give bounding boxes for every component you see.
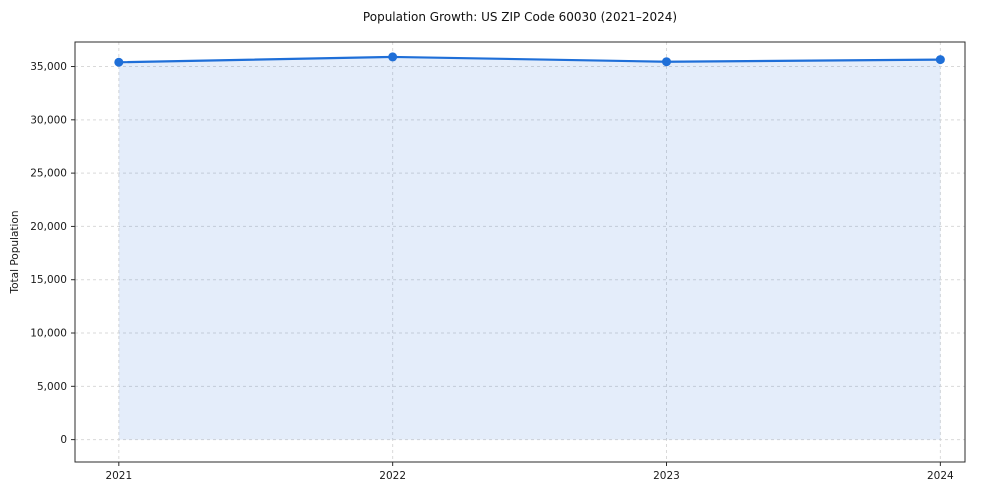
- data-point-marker: [114, 57, 124, 67]
- x-tick-label: 2022: [379, 470, 406, 482]
- y-tick-label: 5,000: [37, 381, 67, 393]
- x-tick-label: 2021: [105, 470, 132, 482]
- y-tick-label: 30,000: [30, 114, 67, 126]
- y-tick-label: 15,000: [30, 274, 67, 286]
- area-fill: [118, 56, 941, 440]
- x-tick-label: 2023: [653, 470, 680, 482]
- plot-border: [74, 41, 966, 463]
- y-axis-label: Total Population: [9, 210, 21, 294]
- y-tick-label: 10,000: [30, 328, 67, 340]
- y-tick-label: 0: [60, 434, 67, 446]
- y-tick-label: 25,000: [30, 168, 67, 180]
- data-point-marker: [935, 55, 945, 65]
- population-data-line: [117, 55, 942, 64]
- data-point-marker: [388, 52, 398, 62]
- data-point-marker: [662, 57, 672, 67]
- y-tick-label: 20,000: [30, 221, 67, 233]
- x-tick-label: 2024: [927, 470, 954, 482]
- chart-title: Population Growth: US ZIP Code 60030 (20…: [362, 10, 678, 24]
- y-tick-label: 35,000: [30, 61, 67, 73]
